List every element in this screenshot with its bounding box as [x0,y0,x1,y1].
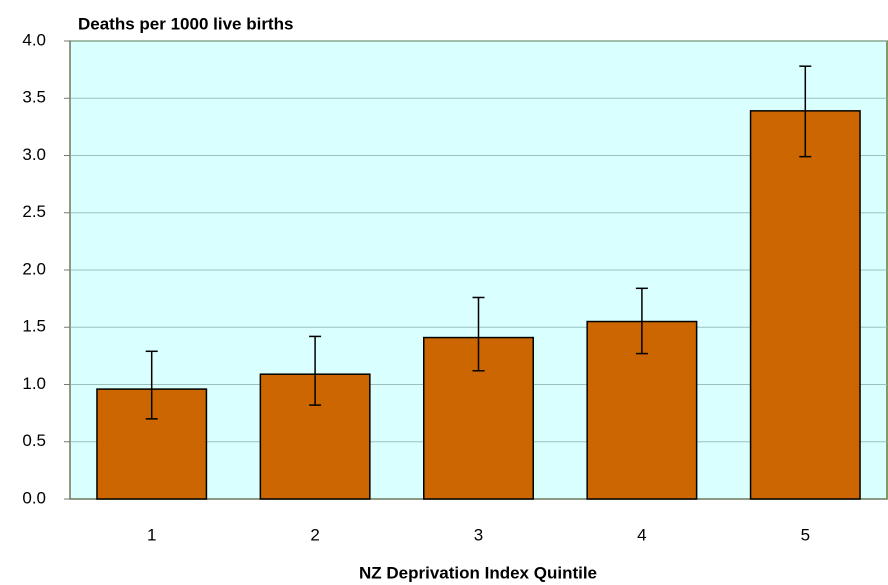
y-tick-label: 2.0 [22,259,46,278]
y-tick-label: 1.0 [22,374,46,393]
x-tick-label: 4 [637,525,646,544]
y-tick-label: 3.0 [22,145,46,164]
y-tick-label: 0.0 [22,488,46,507]
y-tick-label: 2.5 [22,202,46,221]
y-tick-label: 4.0 [22,30,46,49]
x-tick-label: 1 [147,525,156,544]
error-bar [145,350,158,420]
y-axis-title: Deaths per 1000 live births [78,14,293,33]
error-bar [472,296,485,372]
x-tick-label: 2 [310,525,319,544]
error-bar [799,65,812,158]
y-tick-label: 3.5 [22,88,46,107]
bar [749,110,861,500]
error-bar [309,335,322,406]
y-tick-label: 1.5 [22,317,46,336]
x-tick-label: 3 [474,525,483,544]
error-bar [635,287,648,355]
x-axis-title: NZ Deprivation Index Quintile [359,563,597,582]
x-tick-label: 5 [801,525,810,544]
y-tick-label: 0.5 [22,431,46,450]
